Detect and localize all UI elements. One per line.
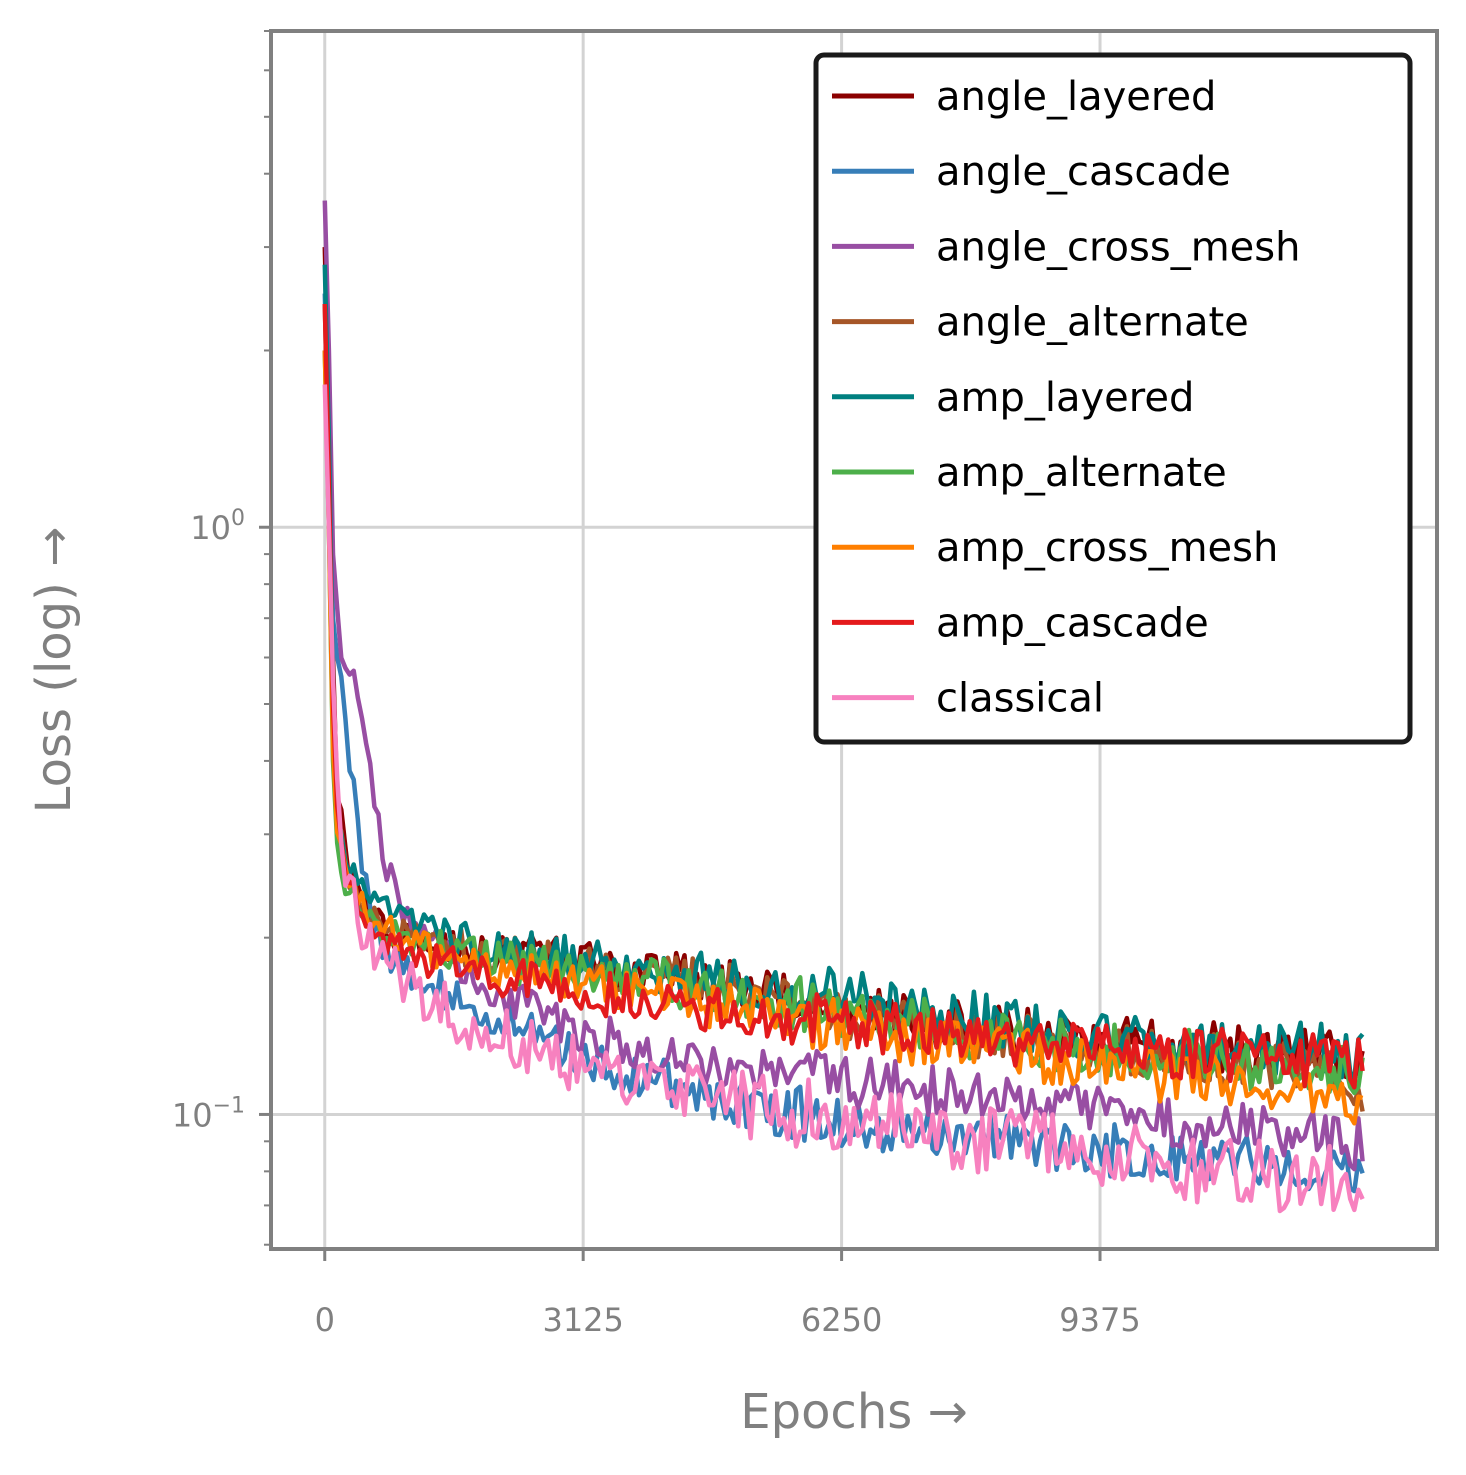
legend-label: angle_cascade bbox=[936, 149, 1231, 195]
legend-label: amp_cross_mesh bbox=[936, 525, 1278, 571]
x-tick-label: 9375 bbox=[1059, 1301, 1140, 1339]
x-tick-label: 3125 bbox=[542, 1301, 623, 1339]
axis-ticks: 0 3125 6250 9375 100 10−1 bbox=[172, 30, 1141, 1339]
legend-label: angle_alternate bbox=[936, 300, 1249, 346]
legend-label: angle_cross_mesh bbox=[936, 224, 1300, 270]
legend: angle_layered angle_cascade angle_cross_me… bbox=[813, 52, 1413, 745]
legend-label: amp_cascade bbox=[936, 600, 1209, 646]
legend-label: angle_layered bbox=[936, 74, 1216, 120]
legend-box bbox=[813, 52, 1413, 745]
legend-label: amp_alternate bbox=[936, 450, 1227, 496]
legend-label: amp_layered bbox=[936, 375, 1194, 421]
plot-frame bbox=[269, 29, 1439, 1251]
legend-label: classical bbox=[936, 676, 1104, 722]
x-axis-label: Epochs → bbox=[740, 1384, 967, 1440]
y-tick-label: 100 bbox=[190, 506, 245, 547]
y-axis-label: Loss (log) → bbox=[26, 527, 82, 814]
series-line-classical bbox=[322, 384, 1365, 1214]
series-line-amp-cascade bbox=[322, 303, 1365, 1090]
x-tick-label: 0 bbox=[315, 1301, 335, 1339]
y-tick-label: 10−1 bbox=[172, 1093, 245, 1134]
series-lines bbox=[322, 200, 1365, 1214]
x-tick-label: 6250 bbox=[801, 1301, 882, 1339]
